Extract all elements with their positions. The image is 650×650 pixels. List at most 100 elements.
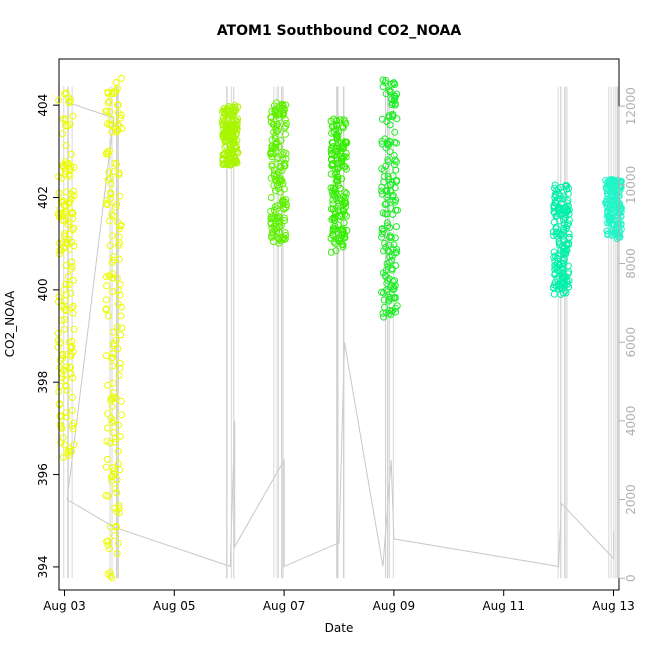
data-point-4 <box>341 197 349 205</box>
data-point-2 <box>224 149 232 157</box>
data-point-0 <box>67 364 75 371</box>
data-point-5 <box>383 193 391 201</box>
data-point-5 <box>384 222 392 230</box>
data-point-5 <box>384 141 392 149</box>
data-point-5 <box>378 187 386 195</box>
data-point-3 <box>274 120 281 128</box>
data-point-0 <box>67 150 75 158</box>
data-point-1 <box>114 447 122 455</box>
data-point-5 <box>384 173 392 181</box>
data-point-0 <box>70 163 78 171</box>
data-point-0 <box>65 281 73 289</box>
data-point-6 <box>560 259 568 267</box>
data-point-1 <box>107 180 115 188</box>
data-point-5 <box>391 128 399 136</box>
data-point-3 <box>268 162 276 170</box>
data-point-3 <box>281 159 289 167</box>
data-point-6 <box>558 259 566 267</box>
data-point-1 <box>110 470 118 478</box>
data-point-4 <box>336 116 344 124</box>
data-point-0 <box>67 350 75 358</box>
data-point-1 <box>118 324 126 332</box>
data-point-4 <box>342 190 350 197</box>
data-point-4 <box>339 241 347 249</box>
data-point-1 <box>111 485 119 493</box>
data-point-2 <box>227 161 235 169</box>
data-point-0 <box>62 409 70 417</box>
data-point-6 <box>555 185 562 193</box>
data-point-1 <box>113 323 121 331</box>
data-point-0 <box>64 273 72 280</box>
data-point-3 <box>282 150 290 157</box>
data-point-6 <box>562 289 570 297</box>
data-point-5 <box>379 76 387 84</box>
data-point-1 <box>117 114 125 122</box>
data-point-6 <box>552 212 560 220</box>
data-point-1 <box>104 410 112 418</box>
data-point-0 <box>56 239 64 247</box>
data-point-5 <box>388 307 396 315</box>
data-point-1 <box>102 296 110 304</box>
data-point-1 <box>107 194 115 202</box>
data-point-5 <box>385 258 393 266</box>
data-point-5 <box>381 201 389 208</box>
data-point-4 <box>341 163 349 171</box>
data-point-4 <box>341 188 349 196</box>
data-point-4 <box>334 207 342 215</box>
data-point-5 <box>384 263 392 271</box>
data-point-0 <box>62 122 70 130</box>
data-point-3 <box>277 163 285 171</box>
data-point-0 <box>65 98 73 106</box>
data-point-1 <box>117 74 125 82</box>
data-point-1 <box>104 89 112 97</box>
data-point-0 <box>70 242 78 250</box>
data-point-3 <box>273 155 281 163</box>
data-point-3 <box>267 113 275 121</box>
data-point-2 <box>227 128 235 136</box>
data-point-5 <box>388 101 396 109</box>
data-point-3 <box>276 178 284 186</box>
data-point-1 <box>115 255 123 263</box>
data-point-5 <box>386 121 394 129</box>
data-point-5 <box>380 173 388 180</box>
data-point-5 <box>382 243 390 251</box>
data-point-4 <box>341 234 349 242</box>
data-point-6 <box>557 183 565 191</box>
data-point-0 <box>54 336 62 344</box>
data-point-0 <box>61 297 69 304</box>
data-point-5 <box>389 110 397 118</box>
data-point-4 <box>328 123 336 130</box>
x-tick-label: Aug 05 <box>153 599 196 613</box>
data-point-5 <box>380 296 388 304</box>
data-point-5 <box>392 166 400 174</box>
data-point-5 <box>392 262 400 270</box>
data-point-0 <box>57 413 65 421</box>
data-point-0 <box>57 370 65 378</box>
data-point-1 <box>108 128 116 136</box>
data-point-0 <box>63 351 70 359</box>
chart-title: ATOM1 Southbound CO2_NOAA <box>217 23 462 39</box>
data-point-3 <box>282 130 289 138</box>
data-point-0 <box>69 276 77 284</box>
data-point-3 <box>273 205 281 213</box>
data-point-4 <box>334 173 341 181</box>
data-point-7 <box>603 227 611 235</box>
data-point-3 <box>279 151 287 159</box>
data-point-4 <box>329 143 337 151</box>
data-point-6 <box>555 190 563 198</box>
data-point-4 <box>338 240 346 248</box>
data-point-5 <box>378 115 386 123</box>
data-point-0 <box>57 197 65 205</box>
y2-tick-label: 0 <box>624 574 638 582</box>
data-point-0 <box>62 280 70 288</box>
data-point-3 <box>268 233 275 241</box>
data-point-2 <box>219 114 227 122</box>
data-point-3 <box>282 196 290 204</box>
data-point-6 <box>551 191 559 199</box>
data-point-0 <box>70 441 78 449</box>
data-point-7 <box>604 231 612 239</box>
data-points <box>54 74 625 582</box>
data-point-5 <box>385 248 393 256</box>
data-point-1 <box>115 372 123 380</box>
data-point-1 <box>104 537 112 545</box>
